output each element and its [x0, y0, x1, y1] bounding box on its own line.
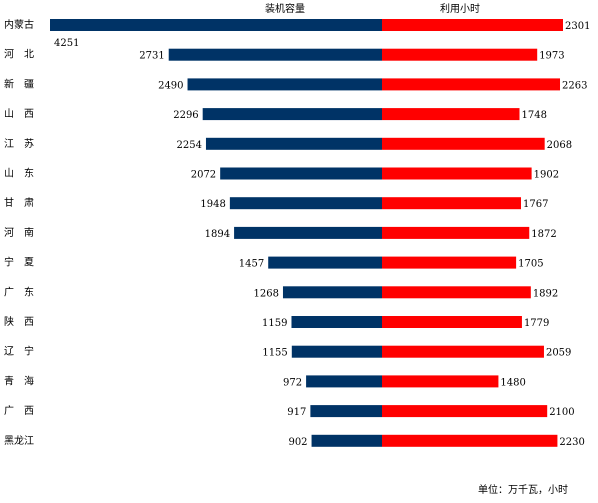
category-label: 甘 肃	[4, 196, 34, 209]
bar-left-series	[202, 108, 382, 121]
category-label: 河 北	[4, 49, 34, 61]
value-label-right-series: 2100	[549, 407, 574, 418]
value-label-left-series: 917	[287, 407, 306, 418]
bar-left-series	[311, 434, 382, 447]
category-label: 广 东	[4, 285, 34, 298]
bar-right-series	[382, 197, 521, 210]
category-label: 河 南	[4, 226, 34, 239]
category-label: 辽 宁	[4, 345, 34, 358]
value-label-left-series: 1948	[200, 199, 225, 210]
value-label-left-series: 1457	[239, 259, 264, 270]
value-label-right-series: 1892	[533, 288, 558, 299]
header-right-series: 利用小时	[440, 3, 480, 15]
value-label-right-series: 1973	[539, 51, 564, 62]
bar-right-series	[382, 256, 517, 269]
value-label-left-series: 2731	[139, 51, 164, 62]
category-label: 江 苏	[4, 137, 34, 150]
bar-right-series	[382, 108, 520, 121]
category-label: 陕 西	[4, 315, 34, 328]
category-label: 青 海	[4, 374, 34, 387]
bar-left-series	[187, 78, 382, 91]
value-label-right-series: 1902	[534, 170, 559, 181]
bar-right-series	[382, 167, 532, 180]
bar-left-series	[234, 226, 382, 239]
bar-left-series	[229, 197, 382, 210]
value-label-right-series: 1748	[522, 110, 547, 121]
unit-note: 单位：万千瓦，小时	[478, 483, 568, 496]
bar-right-series	[382, 316, 522, 328]
value-label-right-series: 1767	[523, 199, 548, 210]
value-label-right-series: 2068	[547, 140, 572, 151]
bar-right-series	[382, 226, 530, 239]
value-label-right-series: 2230	[559, 437, 584, 448]
category-label: 广 西	[4, 405, 34, 417]
bar-left-series	[282, 286, 382, 299]
bar-left-series	[306, 375, 382, 388]
header-left-series: 装机容量	[265, 2, 305, 15]
value-label-left-series: 2490	[158, 80, 183, 91]
value-label-left-series: 1268	[254, 288, 279, 299]
value-label-left-series: 4251	[54, 38, 79, 49]
value-label-right-series: 1872	[531, 229, 556, 240]
category-label: 新 疆	[4, 77, 34, 90]
value-label-right-series: 1480	[500, 377, 525, 388]
value-label-left-series: 1159	[262, 318, 287, 329]
value-label-right-series: 1779	[524, 318, 549, 329]
category-label: 内蒙古	[4, 18, 34, 31]
bar-right-series	[382, 48, 538, 61]
category-label: 山 西	[4, 108, 34, 120]
bar-right-series	[382, 375, 499, 388]
category-label: 宁 夏	[4, 256, 34, 269]
bar-right-series	[382, 405, 548, 418]
bar-left-series	[310, 405, 382, 418]
bar-left-series	[291, 316, 382, 328]
value-label-left-series: 972	[283, 377, 302, 388]
category-label: 山 东	[4, 167, 34, 180]
bar-left-series	[220, 167, 382, 180]
value-label-left-series: 2072	[191, 170, 216, 181]
bar-left-series	[268, 256, 382, 269]
bar-left-series	[291, 345, 382, 358]
bar-right-series	[382, 19, 563, 31]
value-label-right-series: 2263	[562, 80, 587, 91]
bar-left-series	[50, 19, 382, 31]
value-label-right-series: 1705	[518, 259, 543, 270]
value-label-left-series: 2296	[173, 110, 198, 121]
value-label-left-series: 1155	[262, 348, 287, 359]
bar-right-series	[382, 286, 531, 299]
bars-layer: 内蒙古 4251 2301 河 北 2731 1973 新 疆 2490 2263 山 西 2296…	[4, 18, 590, 448]
value-label-left-series: 2254	[177, 140, 202, 151]
bar-left-series	[168, 48, 382, 61]
value-label-right-series: 2301	[565, 21, 590, 32]
value-label-left-series: 1894	[205, 229, 230, 240]
bar-right-series	[382, 345, 544, 358]
category-label: 黑龙江	[4, 434, 34, 447]
value-label-right-series: 2059	[546, 348, 571, 359]
bar-left-series	[205, 137, 382, 150]
bar-right-series	[382, 137, 545, 150]
value-label-left-series: 902	[288, 437, 307, 448]
bar-right-series	[382, 78, 561, 91]
bar-right-series	[382, 434, 558, 447]
